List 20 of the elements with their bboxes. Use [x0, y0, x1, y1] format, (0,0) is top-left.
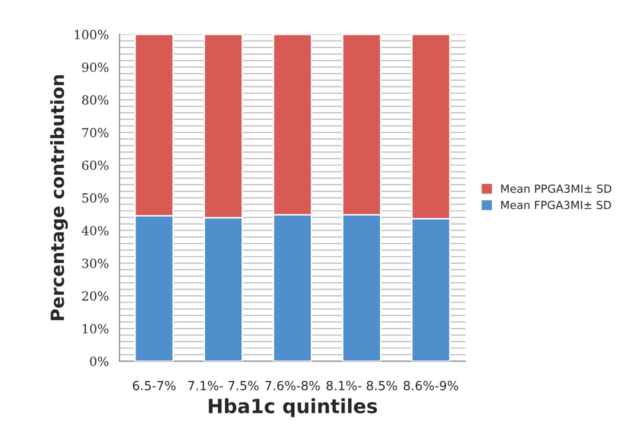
y-tick-label: 40% — [82, 226, 108, 236]
x-tick-label: 8.6%-9% — [404, 380, 458, 390]
x-tick-label: 6.5-7% — [132, 380, 176, 390]
x-tick-label: 8.1%- 8.5% — [326, 380, 397, 390]
legend-label: Mean FPGA3MI± SD — [501, 200, 611, 210]
legend-label: Mean PPGA3MI± SD — [501, 184, 612, 193]
x-tick-label: 7.1%- 7.5% — [188, 380, 259, 390]
y-tick-label: 10% — [82, 324, 108, 334]
y-tick-label: 20% — [82, 291, 108, 301]
x-tick-label: 7.6%-8% — [265, 380, 320, 390]
y-axis-title: Percentage contribution — [50, 75, 68, 320]
x-axis-title: Hba1c quintiles — [208, 398, 377, 418]
y-tick-label: 100% — [74, 30, 108, 40]
y-tick-label: 80% — [82, 95, 108, 105]
y-tick-label: 50% — [82, 193, 108, 203]
y-tick-label: 30% — [82, 258, 108, 268]
y-tick-label: 70% — [82, 128, 108, 138]
y-tick-label: 60% — [82, 160, 108, 170]
y-tick-label: 0% — [90, 356, 108, 366]
y-tick-label: 90% — [82, 62, 108, 72]
